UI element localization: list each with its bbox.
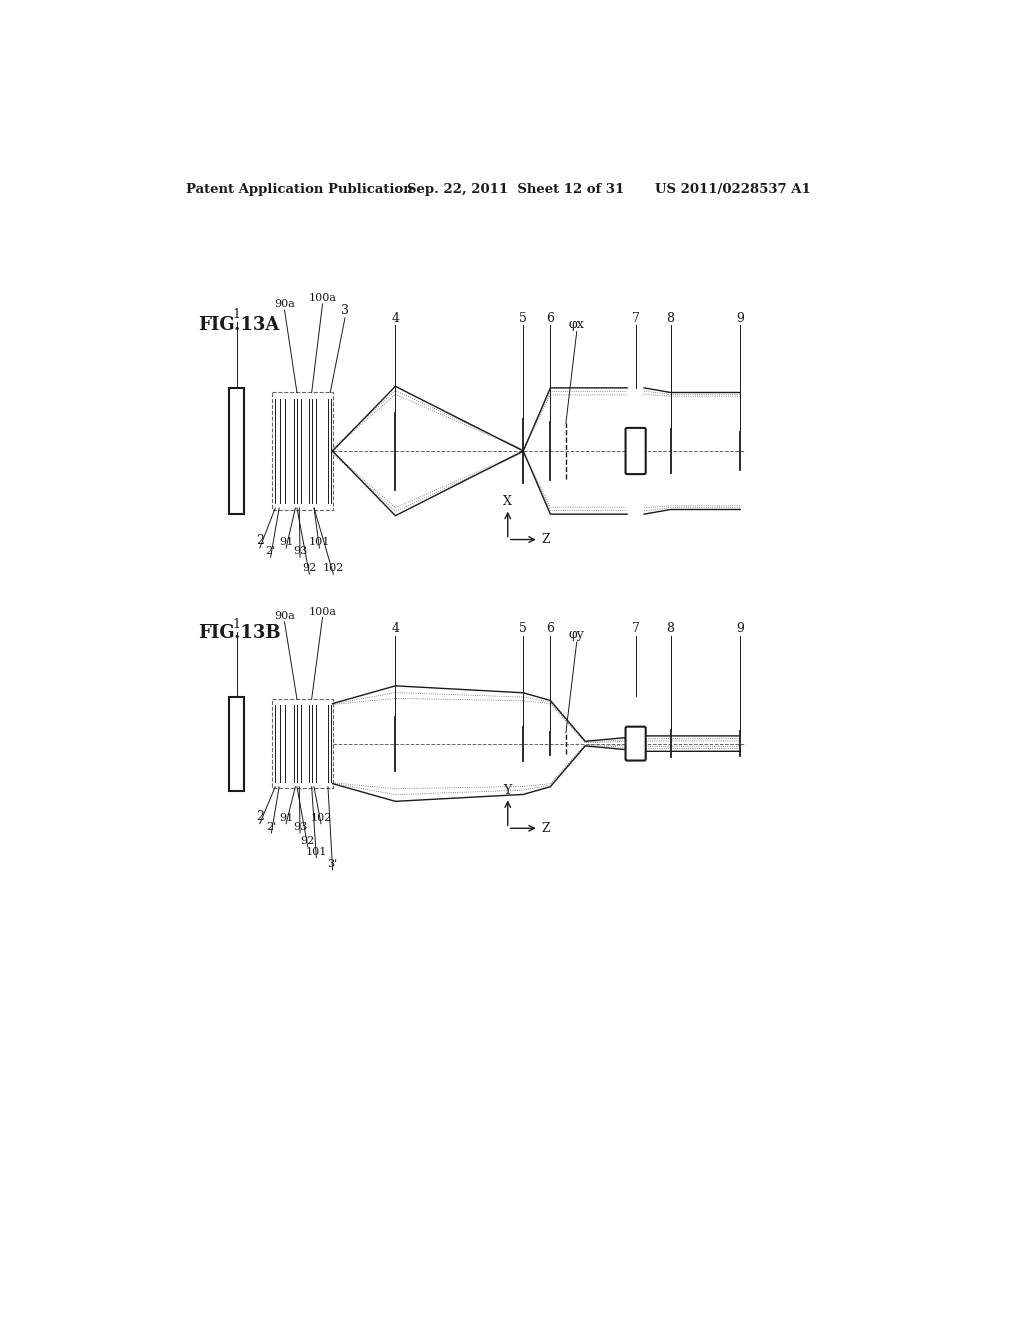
Text: 8: 8 [667, 622, 675, 635]
Text: 91: 91 [279, 537, 293, 548]
Text: 90a: 90a [274, 611, 295, 622]
Text: 9: 9 [736, 622, 744, 635]
Text: 90a: 90a [274, 300, 295, 309]
Text: 93: 93 [293, 546, 307, 557]
Bar [228, 697, 245, 791]
Text: 7: 7 [632, 312, 640, 325]
Text: Z: Z [542, 822, 551, 834]
Text: 101: 101 [305, 847, 327, 857]
Text: 1: 1 [232, 618, 241, 631]
Text: 5: 5 [519, 622, 527, 635]
Text: 4: 4 [391, 312, 399, 325]
Text: US 2011/0228537 A1: US 2011/0228537 A1 [655, 183, 811, 197]
Text: 4: 4 [391, 622, 399, 635]
Text: 100a: 100a [308, 293, 337, 304]
Text: 93: 93 [293, 822, 307, 832]
Text: φx: φx [569, 318, 585, 331]
Text: FIG.13A: FIG.13A [198, 317, 280, 334]
Text: 92: 92 [302, 564, 316, 573]
FancyBboxPatch shape [626, 428, 646, 474]
Text: 8: 8 [667, 312, 675, 325]
Bar [228, 388, 245, 515]
Text: X: X [504, 495, 512, 508]
Text: 100a: 100a [308, 607, 337, 616]
Text: 5: 5 [519, 312, 527, 325]
Text: FIG.13B: FIG.13B [198, 624, 281, 643]
Text: 3': 3' [328, 859, 338, 869]
Text: 7: 7 [632, 622, 640, 635]
Text: 6: 6 [547, 312, 554, 325]
Text: 102: 102 [323, 564, 344, 573]
Text: 2: 2 [256, 535, 264, 548]
Text: 1: 1 [232, 308, 241, 321]
Text: 102: 102 [310, 813, 332, 822]
Text: 3: 3 [341, 304, 349, 317]
Text: 101: 101 [309, 537, 330, 548]
FancyBboxPatch shape [626, 726, 646, 760]
Text: 2': 2' [265, 546, 275, 557]
Text: 2': 2' [266, 822, 276, 832]
Text: φy: φy [568, 628, 585, 642]
Text: 92: 92 [301, 836, 315, 846]
Text: Y: Y [504, 784, 512, 797]
Text: Z: Z [542, 533, 551, 546]
Text: Patent Application Publication: Patent Application Publication [186, 183, 413, 197]
Text: 6: 6 [547, 622, 554, 635]
Text: 2: 2 [256, 810, 264, 822]
Text: Sep. 22, 2011  Sheet 12 of 31: Sep. 22, 2011 Sheet 12 of 31 [407, 183, 625, 197]
Text: 91: 91 [279, 813, 293, 822]
Text: 9: 9 [736, 312, 744, 325]
